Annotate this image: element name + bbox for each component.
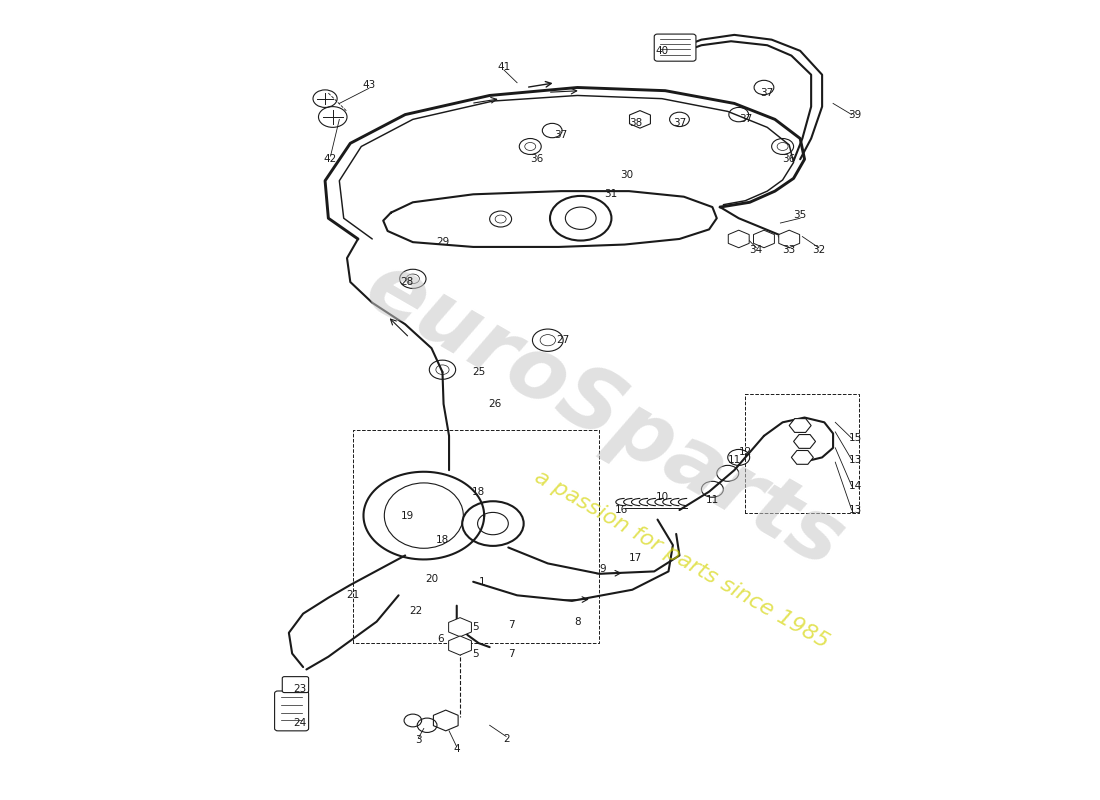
Text: 7: 7 bbox=[508, 620, 515, 630]
Text: 5: 5 bbox=[472, 622, 478, 632]
Text: 28: 28 bbox=[400, 277, 414, 287]
Text: 3: 3 bbox=[415, 735, 421, 746]
Text: 37: 37 bbox=[739, 114, 752, 124]
Text: 4: 4 bbox=[453, 744, 460, 754]
Text: 27: 27 bbox=[557, 335, 570, 346]
Text: 26: 26 bbox=[488, 399, 502, 409]
Text: 18: 18 bbox=[436, 534, 449, 545]
FancyBboxPatch shape bbox=[654, 34, 696, 61]
Text: 37: 37 bbox=[760, 88, 774, 98]
Text: 24: 24 bbox=[294, 718, 307, 728]
Text: 35: 35 bbox=[793, 210, 806, 220]
Text: 38: 38 bbox=[629, 118, 642, 127]
Text: 13: 13 bbox=[848, 505, 861, 515]
Text: 29: 29 bbox=[436, 237, 449, 247]
Text: a passion for parts since 1985: a passion for parts since 1985 bbox=[531, 466, 833, 652]
Text: 16: 16 bbox=[615, 505, 628, 515]
Text: 21: 21 bbox=[345, 590, 359, 600]
Text: 5: 5 bbox=[472, 649, 478, 658]
Text: 23: 23 bbox=[294, 683, 307, 694]
Text: 11: 11 bbox=[706, 494, 719, 505]
Text: 9: 9 bbox=[600, 564, 606, 574]
Text: 6: 6 bbox=[437, 634, 443, 644]
Text: 32: 32 bbox=[812, 245, 825, 255]
Text: 33: 33 bbox=[782, 245, 795, 255]
Text: 10: 10 bbox=[656, 492, 669, 502]
Text: 13: 13 bbox=[848, 454, 861, 465]
Text: 36: 36 bbox=[782, 154, 795, 164]
Text: 22: 22 bbox=[409, 606, 422, 616]
Text: 19: 19 bbox=[400, 510, 414, 521]
Text: 40: 40 bbox=[656, 46, 669, 56]
Text: 14: 14 bbox=[848, 481, 861, 491]
Text: 37: 37 bbox=[673, 118, 686, 127]
Text: 12: 12 bbox=[739, 447, 752, 457]
Text: euroSparts: euroSparts bbox=[351, 246, 859, 586]
Text: 18: 18 bbox=[472, 486, 485, 497]
Text: 36: 36 bbox=[530, 154, 543, 164]
Text: 37: 37 bbox=[554, 130, 568, 140]
Text: 30: 30 bbox=[620, 170, 634, 180]
Text: 25: 25 bbox=[472, 367, 485, 377]
Text: 2: 2 bbox=[503, 734, 509, 744]
Text: 43: 43 bbox=[362, 80, 375, 90]
Text: 41: 41 bbox=[497, 62, 510, 72]
Text: 31: 31 bbox=[604, 190, 617, 199]
Text: 42: 42 bbox=[323, 154, 338, 164]
Text: 20: 20 bbox=[425, 574, 438, 584]
Text: 39: 39 bbox=[848, 110, 861, 119]
Text: 34: 34 bbox=[750, 245, 763, 255]
Text: 15: 15 bbox=[848, 434, 861, 443]
FancyBboxPatch shape bbox=[275, 691, 309, 731]
Text: 7: 7 bbox=[508, 649, 515, 658]
Text: 1: 1 bbox=[478, 577, 485, 586]
FancyBboxPatch shape bbox=[283, 677, 309, 693]
Text: 17: 17 bbox=[629, 553, 642, 563]
Text: 11: 11 bbox=[728, 454, 741, 465]
Text: 8: 8 bbox=[574, 617, 581, 626]
